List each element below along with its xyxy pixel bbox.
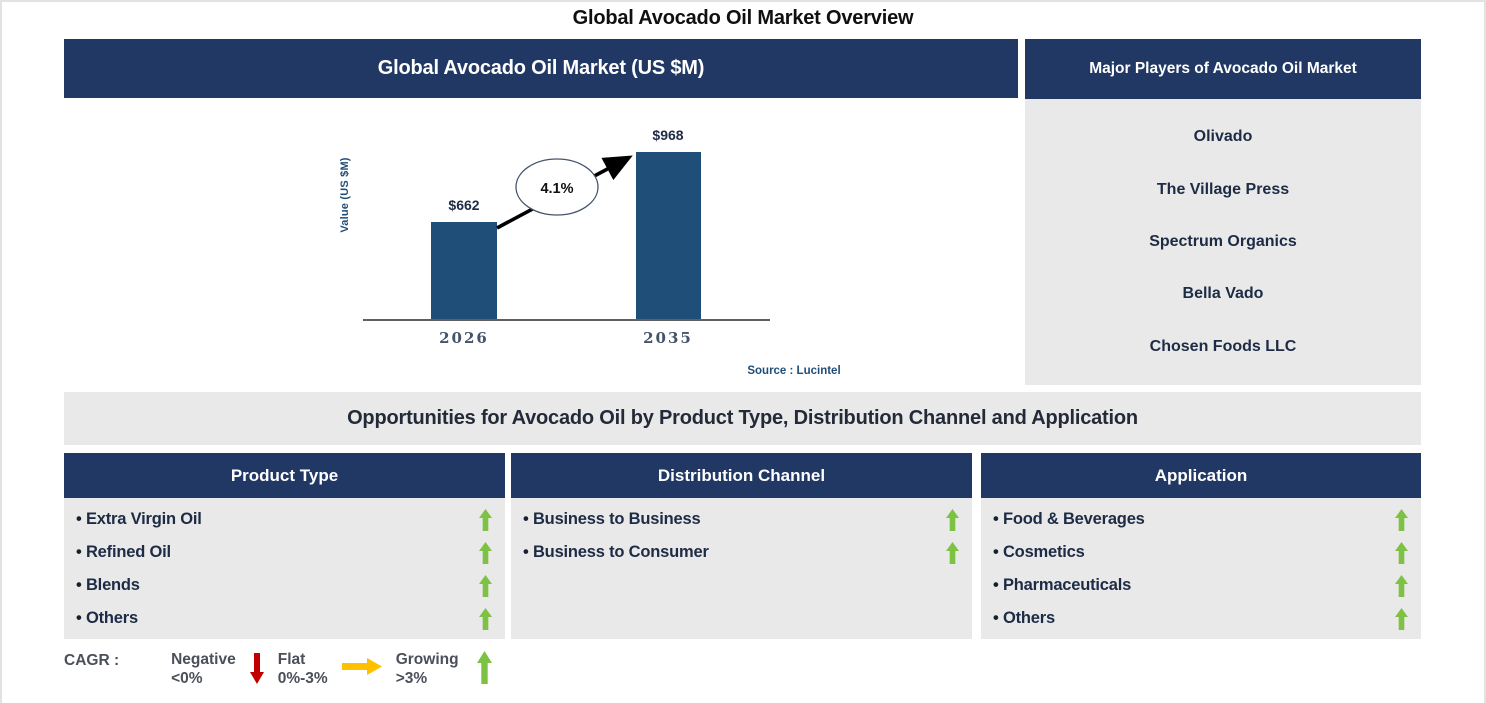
- item-label: Others: [76, 609, 138, 628]
- cagr-legend-label: CAGR :: [64, 652, 120, 669]
- growing-up-arrow-icon: [1395, 541, 1408, 564]
- product-type-list: Extra Virgin Oil Refined Oil Blends Othe…: [64, 498, 505, 639]
- player-name: Spectrum Organics: [1149, 232, 1297, 250]
- growing-up-arrow-icon: [479, 541, 492, 564]
- application-column: Application Food & Beverages Cosmetics P…: [981, 453, 1421, 639]
- list-item: Others: [981, 602, 1421, 635]
- player-name: Chosen Foods LLC: [1149, 337, 1297, 355]
- page-title: Global Avocado Oil Market Overview: [572, 7, 914, 29]
- list-item: Extra Virgin Oil: [64, 503, 505, 536]
- growing-up-arrow-icon: [1395, 607, 1408, 630]
- distribution-channel-column: Distribution Channel Business to Busines…: [511, 453, 972, 639]
- list-item: Food & Beverages: [981, 503, 1421, 536]
- bar-value-2026: $662: [448, 197, 480, 213]
- item-label: Food & Beverages: [993, 510, 1145, 529]
- player-name: The Village Press: [1156, 180, 1290, 198]
- item-label: Business to Business: [523, 510, 701, 529]
- growing-up-arrow-icon: [1395, 574, 1408, 597]
- product-type-column: Product Type Extra Virgin Oil Refined Oi…: [64, 453, 505, 639]
- item-label: Business to Consumer: [523, 543, 709, 562]
- x-tick-2035: 2035: [643, 329, 693, 347]
- item-label: Pharmaceuticals: [993, 576, 1131, 595]
- bar-value-2035: $968: [652, 127, 684, 143]
- list-item: Cosmetics: [981, 536, 1421, 569]
- player-name: Olivado: [1193, 128, 1253, 146]
- growing-up-arrow-icon: [479, 607, 492, 630]
- list-item: Others: [64, 602, 505, 635]
- growing-up-arrow-icon: [479, 574, 492, 597]
- source-note: Source : Lucintel: [747, 365, 841, 377]
- legend-range: >3%: [395, 670, 428, 687]
- legend-range: 0%-3%: [277, 670, 328, 687]
- major-players-header: Major Players of Avocado Oil Market: [1025, 39, 1421, 99]
- major-players-list: Olivado The Village Press Spectrum Organ…: [1025, 99, 1421, 385]
- legend-name: Growing: [395, 651, 459, 668]
- cagr-value: 4.1%: [540, 181, 573, 197]
- x-tick-2026: 2026: [439, 329, 489, 347]
- distribution-channel-list: Business to Business Business to Consume…: [511, 498, 972, 639]
- legend-entry-negative: Negative <0%: [171, 650, 236, 688]
- list-item: Pharmaceuticals: [981, 569, 1421, 602]
- list-item: Business to Business: [511, 503, 972, 536]
- growing-up-arrow-icon: [946, 541, 959, 564]
- legend-name: Flat: [277, 651, 306, 668]
- legend-entry-flat: Flat 0%-3%: [278, 650, 328, 688]
- chart-x-axis: [363, 319, 770, 321]
- application-list: Food & Beverages Cosmetics Pharmaceutica…: [981, 498, 1421, 639]
- legend-range: <0%: [171, 670, 203, 687]
- flat-right-arrow-icon: [341, 658, 382, 675]
- bar-2035: [636, 152, 701, 320]
- list-item: Business to Consumer: [511, 536, 972, 569]
- item-label: Refined Oil: [76, 543, 171, 562]
- opportunities-title: Opportunities for Avocado Oil by Product…: [64, 392, 1421, 445]
- item-label: Others: [993, 609, 1055, 628]
- item-label: Cosmetics: [993, 543, 1085, 562]
- cagr-legend: CAGR : Negative <0% Flat 0%-3% Growing >…: [64, 650, 506, 688]
- legend-entry-growing: Growing >3%: [396, 650, 459, 688]
- cagr-ellipse: [515, 158, 599, 216]
- legend-name: Negative: [171, 651, 236, 668]
- growing-up-arrow-icon: [479, 508, 492, 531]
- chart-panel-header: Global Avocado Oil Market (US $M): [64, 39, 1018, 98]
- list-item: Refined Oil: [64, 536, 505, 569]
- growing-up-arrow-icon: [1395, 508, 1408, 531]
- cagr-arrow-graphic: 4.1%: [496, 155, 633, 230]
- market-bar-chart: Value (US $M) $662 $968 4.1% 2026 2035 S…: [64, 98, 1018, 390]
- item-label: Blends: [76, 576, 140, 595]
- negative-down-arrow-icon: [249, 653, 264, 684]
- player-name: Bella Vado: [1182, 285, 1264, 303]
- growing-up-arrow-icon: [946, 508, 959, 531]
- bar-2026: [431, 222, 497, 320]
- list-item: Blends: [64, 569, 505, 602]
- product-type-header: Product Type: [64, 453, 505, 498]
- distribution-channel-header: Distribution Channel: [511, 453, 972, 498]
- growing-up-arrow-icon: [476, 651, 492, 684]
- application-header: Application: [981, 453, 1421, 498]
- item-label: Extra Virgin Oil: [76, 510, 202, 529]
